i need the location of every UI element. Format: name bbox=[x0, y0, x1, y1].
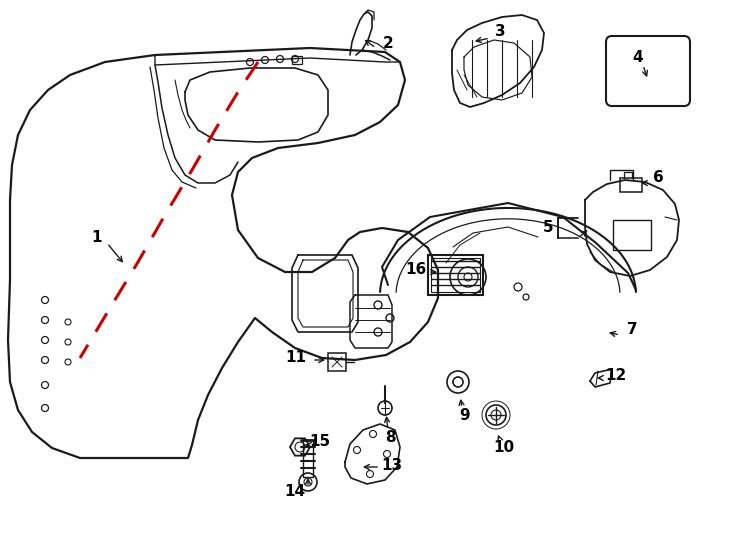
Text: 8: 8 bbox=[385, 430, 396, 445]
Text: 15: 15 bbox=[310, 435, 330, 449]
Bar bbox=[428, 255, 483, 295]
Bar bbox=[431, 258, 480, 292]
Text: 7: 7 bbox=[627, 322, 637, 338]
Text: 1: 1 bbox=[92, 231, 102, 246]
Circle shape bbox=[464, 273, 472, 281]
Text: 6: 6 bbox=[653, 171, 664, 186]
Bar bbox=[620, 178, 642, 192]
Text: 11: 11 bbox=[286, 350, 307, 366]
Text: 5: 5 bbox=[542, 220, 553, 235]
Circle shape bbox=[491, 410, 501, 420]
Text: 13: 13 bbox=[382, 457, 402, 472]
Text: 10: 10 bbox=[493, 441, 515, 456]
Text: 16: 16 bbox=[405, 262, 426, 278]
Bar bbox=[613, 220, 651, 250]
Bar bbox=[328, 353, 346, 371]
Text: 14: 14 bbox=[285, 484, 305, 500]
Text: 4: 4 bbox=[633, 51, 643, 65]
Text: 3: 3 bbox=[495, 24, 505, 39]
Bar bbox=[292, 56, 302, 64]
Circle shape bbox=[453, 377, 463, 387]
Circle shape bbox=[304, 478, 312, 486]
Text: 12: 12 bbox=[606, 368, 627, 382]
Text: 9: 9 bbox=[459, 408, 470, 422]
Text: 2: 2 bbox=[382, 36, 393, 51]
